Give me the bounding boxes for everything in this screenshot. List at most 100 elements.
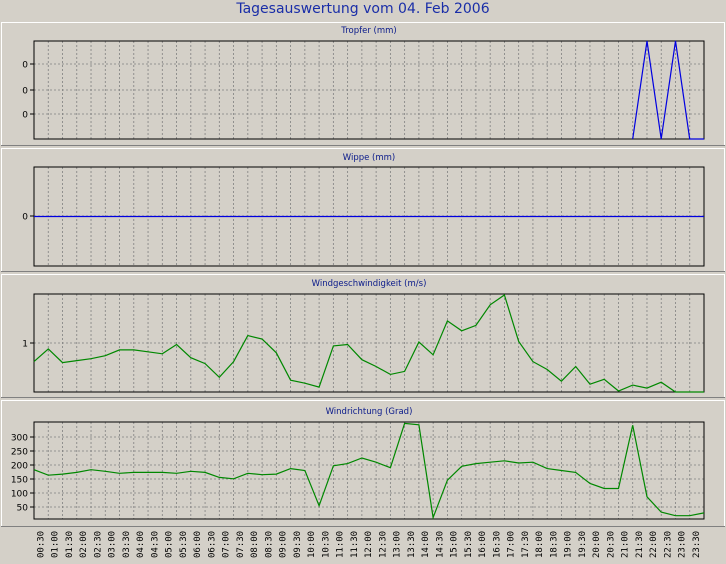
data-point (632, 385, 633, 386)
y-tick-label: 250 (11, 448, 28, 458)
data-point (461, 330, 462, 331)
data-point (91, 139, 92, 140)
data-point (547, 369, 548, 370)
data-point (247, 216, 248, 217)
y-tick-label: 0 (22, 61, 28, 71)
x-tick-label: 01:00 (51, 531, 61, 558)
data-point (361, 216, 362, 217)
x-tick-label: 11:30 (350, 531, 360, 558)
data-point (589, 216, 590, 217)
x-tick-label: 08:30 (264, 531, 274, 558)
panel-title: Wippe (mm) (343, 153, 396, 163)
data-point (418, 216, 419, 217)
data-point (176, 139, 177, 140)
data-point (632, 425, 633, 426)
data-point (333, 139, 334, 140)
x-tick-label: 17:00 (507, 531, 517, 558)
data-point (233, 139, 234, 140)
data-point (589, 384, 590, 385)
data-point (233, 478, 234, 479)
data-point (418, 424, 419, 425)
data-point (646, 496, 647, 497)
data-point (475, 325, 476, 326)
data-point (162, 216, 163, 217)
data-point (176, 473, 177, 474)
data-point (190, 471, 191, 472)
data-point (247, 139, 248, 140)
data-point (561, 381, 562, 382)
data-point (319, 216, 320, 217)
x-tick-label: 22:30 (663, 531, 673, 558)
data-point (176, 216, 177, 217)
data-point (319, 139, 320, 140)
data-point (661, 382, 662, 383)
x-tick-label: 04:00 (136, 531, 146, 558)
data-point (347, 139, 348, 140)
data-point (190, 357, 191, 358)
data-point (461, 466, 462, 467)
data-point (547, 216, 548, 217)
x-tick-label: 18:30 (549, 531, 559, 558)
data-point (575, 366, 576, 367)
x-tick-label: 01:30 (65, 531, 75, 558)
data-point (561, 470, 562, 471)
data-point (133, 216, 134, 217)
data-point (333, 216, 334, 217)
data-point (646, 216, 647, 217)
y-tick-label: 0 (22, 111, 28, 121)
data-point (133, 472, 134, 473)
data-point (433, 139, 434, 140)
data-point (675, 515, 676, 516)
data-point (504, 216, 505, 217)
data-point (34, 216, 35, 217)
data-point (262, 139, 263, 140)
data-point (376, 216, 377, 217)
data-point (518, 463, 519, 464)
data-point (604, 216, 605, 217)
x-tick-label: 12:00 (364, 531, 374, 558)
data-point (304, 470, 305, 471)
data-point (376, 366, 377, 367)
data-point (575, 216, 576, 217)
data-point (148, 472, 149, 473)
data-point (148, 351, 149, 352)
data-point (148, 216, 149, 217)
data-point (219, 216, 220, 217)
data-point (262, 339, 263, 340)
data-point (105, 471, 106, 472)
data-point (704, 139, 705, 140)
data-point (589, 139, 590, 140)
data-point (689, 515, 690, 516)
data-point (233, 361, 234, 362)
data-point (661, 512, 662, 513)
data-point (490, 139, 491, 140)
data-point (105, 355, 106, 356)
data-point (646, 139, 647, 140)
x-tick-label: 15:00 (450, 531, 460, 558)
data-point (490, 462, 491, 463)
x-tick-label: 21:00 (621, 531, 631, 558)
x-tick-label: 23:30 (692, 531, 702, 558)
data-point (91, 216, 92, 217)
panel-frame (1, 400, 725, 527)
data-point (290, 468, 291, 469)
series-line (632, 40, 704, 140)
x-tick-label: 02:00 (79, 531, 89, 558)
x-tick-label: 03:00 (108, 531, 118, 558)
data-point (205, 472, 206, 473)
x-tick-label: 04:30 (150, 531, 160, 558)
data-point (262, 474, 263, 475)
data-point (390, 467, 391, 468)
x-tick-label: 13:30 (407, 531, 417, 558)
data-point (290, 216, 291, 217)
data-point (119, 216, 120, 217)
data-point (547, 139, 548, 140)
data-point (404, 423, 405, 424)
data-point (48, 139, 49, 140)
data-point (390, 139, 391, 140)
data-point (319, 387, 320, 388)
data-point (34, 361, 35, 362)
data-point (661, 216, 662, 217)
data-point (91, 469, 92, 470)
